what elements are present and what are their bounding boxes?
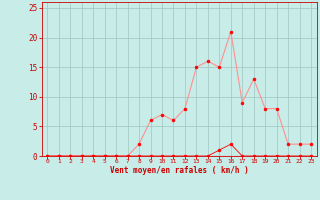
X-axis label: Vent moyen/en rafales ( km/h ): Vent moyen/en rafales ( km/h )	[110, 166, 249, 175]
